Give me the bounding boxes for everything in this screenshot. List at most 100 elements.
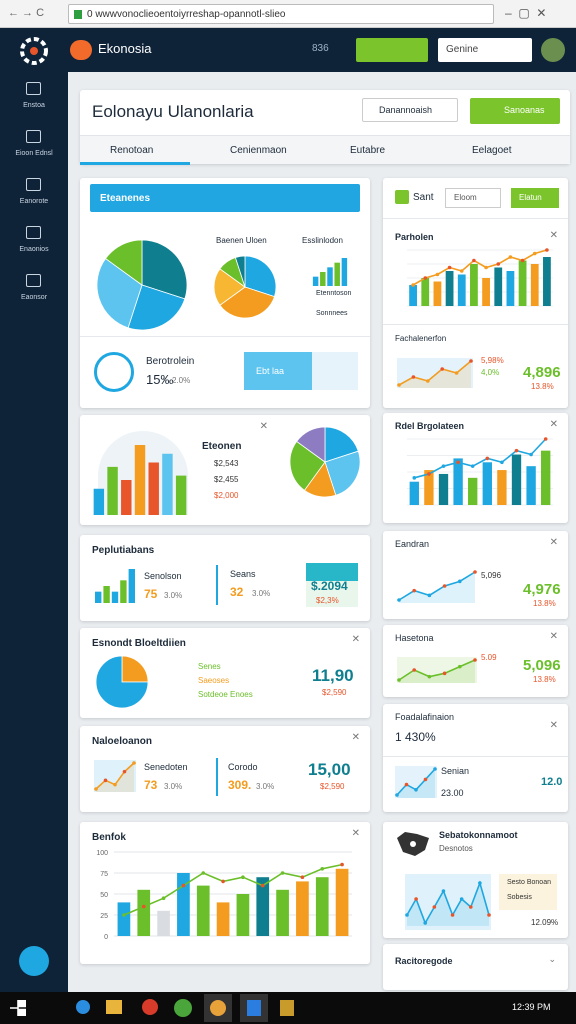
card-title: Naloeloanon	[92, 736, 153, 747]
total-sub: 13.8%	[531, 382, 554, 391]
bar	[506, 271, 515, 306]
tab[interactable]: Eelagoet	[472, 145, 512, 156]
pie-chart	[289, 426, 361, 498]
button[interactable]: Elatun	[511, 188, 559, 208]
search-box[interactable]: Genine	[438, 38, 532, 62]
divider	[80, 336, 370, 337]
tab[interactable]: Eutabre	[350, 145, 386, 156]
line-point	[320, 867, 325, 871]
line-point	[412, 668, 416, 672]
line-point	[532, 251, 537, 256]
total-value: 11,90	[312, 666, 354, 685]
line-chart	[94, 761, 136, 792]
taskbar-app[interactable]	[174, 999, 192, 1017]
metric-sub: 3.0%	[164, 591, 183, 600]
line-point	[404, 782, 409, 787]
bar	[296, 881, 309, 936]
app-logo	[20, 37, 48, 65]
metric-card: Eandran ✕ 5,096 4,976 13.8%	[383, 531, 568, 619]
start-button[interactable]	[10, 1000, 26, 1016]
bar	[95, 591, 102, 603]
nav-item[interactable]: Enaonios	[0, 222, 68, 262]
tab-icon	[395, 190, 409, 204]
stat-sub: 2.0%	[172, 376, 191, 385]
nav-icon	[26, 178, 41, 191]
bar	[334, 262, 340, 286]
nav-item[interactable]: Eaonsor	[0, 270, 68, 310]
line-point	[260, 883, 265, 888]
bar	[93, 488, 105, 515]
active-tab-indicator	[80, 162, 190, 165]
taskbar-app[interactable]	[280, 1000, 294, 1016]
help-button[interactable]	[19, 946, 49, 976]
line-point	[397, 598, 401, 602]
select[interactable]: Eloom	[445, 188, 501, 208]
tab[interactable]: Renotoan	[110, 145, 154, 156]
taskbar-app-active[interactable]	[204, 994, 232, 1022]
taskbar-app-active[interactable]	[240, 994, 268, 1022]
total-sub: 13.8%	[533, 599, 556, 608]
bar	[327, 267, 333, 286]
app-icon	[247, 1000, 261, 1016]
bar	[409, 285, 417, 306]
metric-card: Hasetona ✕ 5.09 5,096 13.8%	[383, 625, 568, 697]
bar-chart	[95, 569, 135, 603]
line-point	[423, 777, 428, 782]
tab[interactable]: Cenienmaon	[230, 145, 287, 156]
header-button[interactable]	[356, 38, 428, 62]
window-controls[interactable]: – ▢ ✕	[505, 6, 547, 20]
line-point	[545, 248, 549, 252]
close[interactable]: ✕	[351, 732, 360, 743]
total-sub: $2,590	[322, 688, 347, 697]
close[interactable]: ✕	[549, 631, 558, 642]
close[interactable]: ✕	[549, 720, 558, 731]
nav-item[interactable]: Eanorote	[0, 174, 68, 214]
nav-item[interactable]: Enstoa	[0, 78, 68, 118]
taskbar-app[interactable]	[76, 1000, 90, 1014]
close[interactable]: ✕	[549, 537, 558, 548]
bar	[518, 260, 527, 306]
nav-icons[interactable]: ← → C	[8, 7, 45, 19]
button-label: Sanoanas	[504, 105, 545, 115]
expand[interactable]: ⌄	[548, 954, 556, 964]
tab[interactable]: Sant	[413, 192, 434, 203]
y-tick-label: 75	[100, 871, 108, 878]
line-area	[399, 660, 475, 683]
taskbar-app[interactable]	[142, 999, 158, 1015]
bar	[107, 466, 118, 515]
line-point	[543, 437, 548, 441]
close[interactable]: ✕	[549, 230, 558, 241]
select-label: Eloom	[454, 193, 477, 202]
address-bar[interactable]: 0 wwwvonoclieoentoiyrreshap-opannotl-sli…	[68, 4, 494, 24]
nav-label: Eanorote	[19, 198, 49, 205]
brand: Ekonosia	[98, 41, 152, 56]
close[interactable]: ✕	[351, 828, 360, 839]
divider	[383, 756, 568, 757]
line-point	[442, 671, 447, 676]
bar	[530, 264, 539, 306]
line-point	[94, 787, 98, 791]
spark-bg	[94, 760, 136, 792]
total-sub: $2,590	[320, 782, 345, 791]
primary-button[interactable]: Sanoanas	[470, 98, 560, 124]
close[interactable]: ✕	[549, 419, 558, 430]
metric-value: 75	[144, 587, 158, 601]
line-point	[484, 265, 488, 270]
line-point	[458, 579, 462, 584]
dropdown[interactable]: Danannoaish	[362, 98, 458, 122]
pie-slice	[296, 426, 326, 463]
line-point	[456, 460, 460, 465]
chart-title: Baenen Uloen	[216, 236, 267, 245]
card-title: Benfok	[92, 832, 126, 843]
badge[interactable]: 836	[312, 43, 329, 54]
tag: 5,98%	[481, 356, 504, 365]
line-point	[201, 871, 206, 875]
nav-item[interactable]: Eioon Ednsl	[0, 126, 68, 166]
avatar[interactable]	[541, 38, 565, 62]
nav-icon	[26, 274, 41, 287]
close[interactable]: ✕	[259, 421, 268, 432]
taskbar-app[interactable]	[106, 1000, 122, 1014]
line-point	[508, 255, 513, 259]
collapsed-card[interactable]: Racitoregode ⌄	[383, 944, 568, 990]
close[interactable]: ✕	[351, 634, 360, 645]
